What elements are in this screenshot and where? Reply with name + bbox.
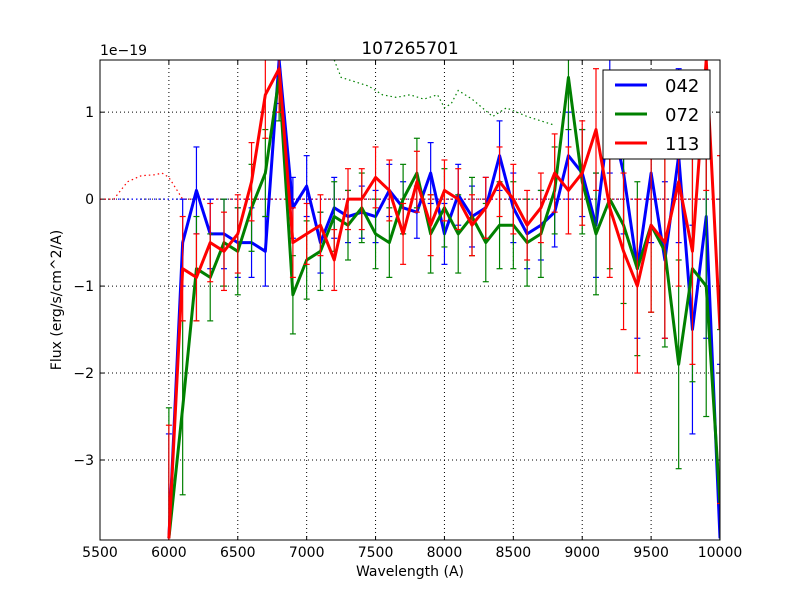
legend-label-072: 072: [665, 105, 699, 126]
x-tick-label: 10000: [698, 545, 743, 561]
x-tick-label: 9500: [633, 545, 669, 561]
reference-line-113-ref: [100, 172, 720, 200]
chart-title: 107265701: [361, 39, 458, 59]
legend-label-113: 113: [665, 134, 699, 155]
legend-label-042: 042: [665, 76, 699, 97]
x-tick-label: 7000: [289, 545, 325, 561]
reference-line-072-ref: [333, 60, 555, 126]
x-tick-label: 9000: [564, 545, 600, 561]
ticks: 5500 6000 6500 7000 7500 8000 8500 9000 9500 1000…: [73, 60, 742, 561]
y-tick-label: 1: [85, 105, 94, 121]
y-axis-label: Flux (erg/s/cm^2/A): [49, 230, 65, 370]
y-tick-label: −2: [73, 366, 94, 382]
x-axis-label: Wavelength (A): [356, 564, 464, 580]
x-tick-label: 6000: [151, 545, 187, 561]
x-tick-label: 5500: [82, 545, 118, 561]
x-tick-label: 6500: [220, 545, 256, 561]
x-tick-label: 8000: [427, 545, 463, 561]
y-offset-label: 1e−19: [100, 43, 147, 59]
series-line-113: [167, 60, 720, 539]
legend: 042 072 113: [602, 69, 711, 160]
y-tick-label: 0: [85, 192, 94, 208]
y-tick-label: −3: [73, 453, 94, 469]
y-tick-label: −1: [73, 279, 94, 295]
axes-frame: [99, 59, 721, 541]
x-tick-label: 8500: [496, 545, 532, 561]
x-tick-label: 7500: [358, 545, 394, 561]
